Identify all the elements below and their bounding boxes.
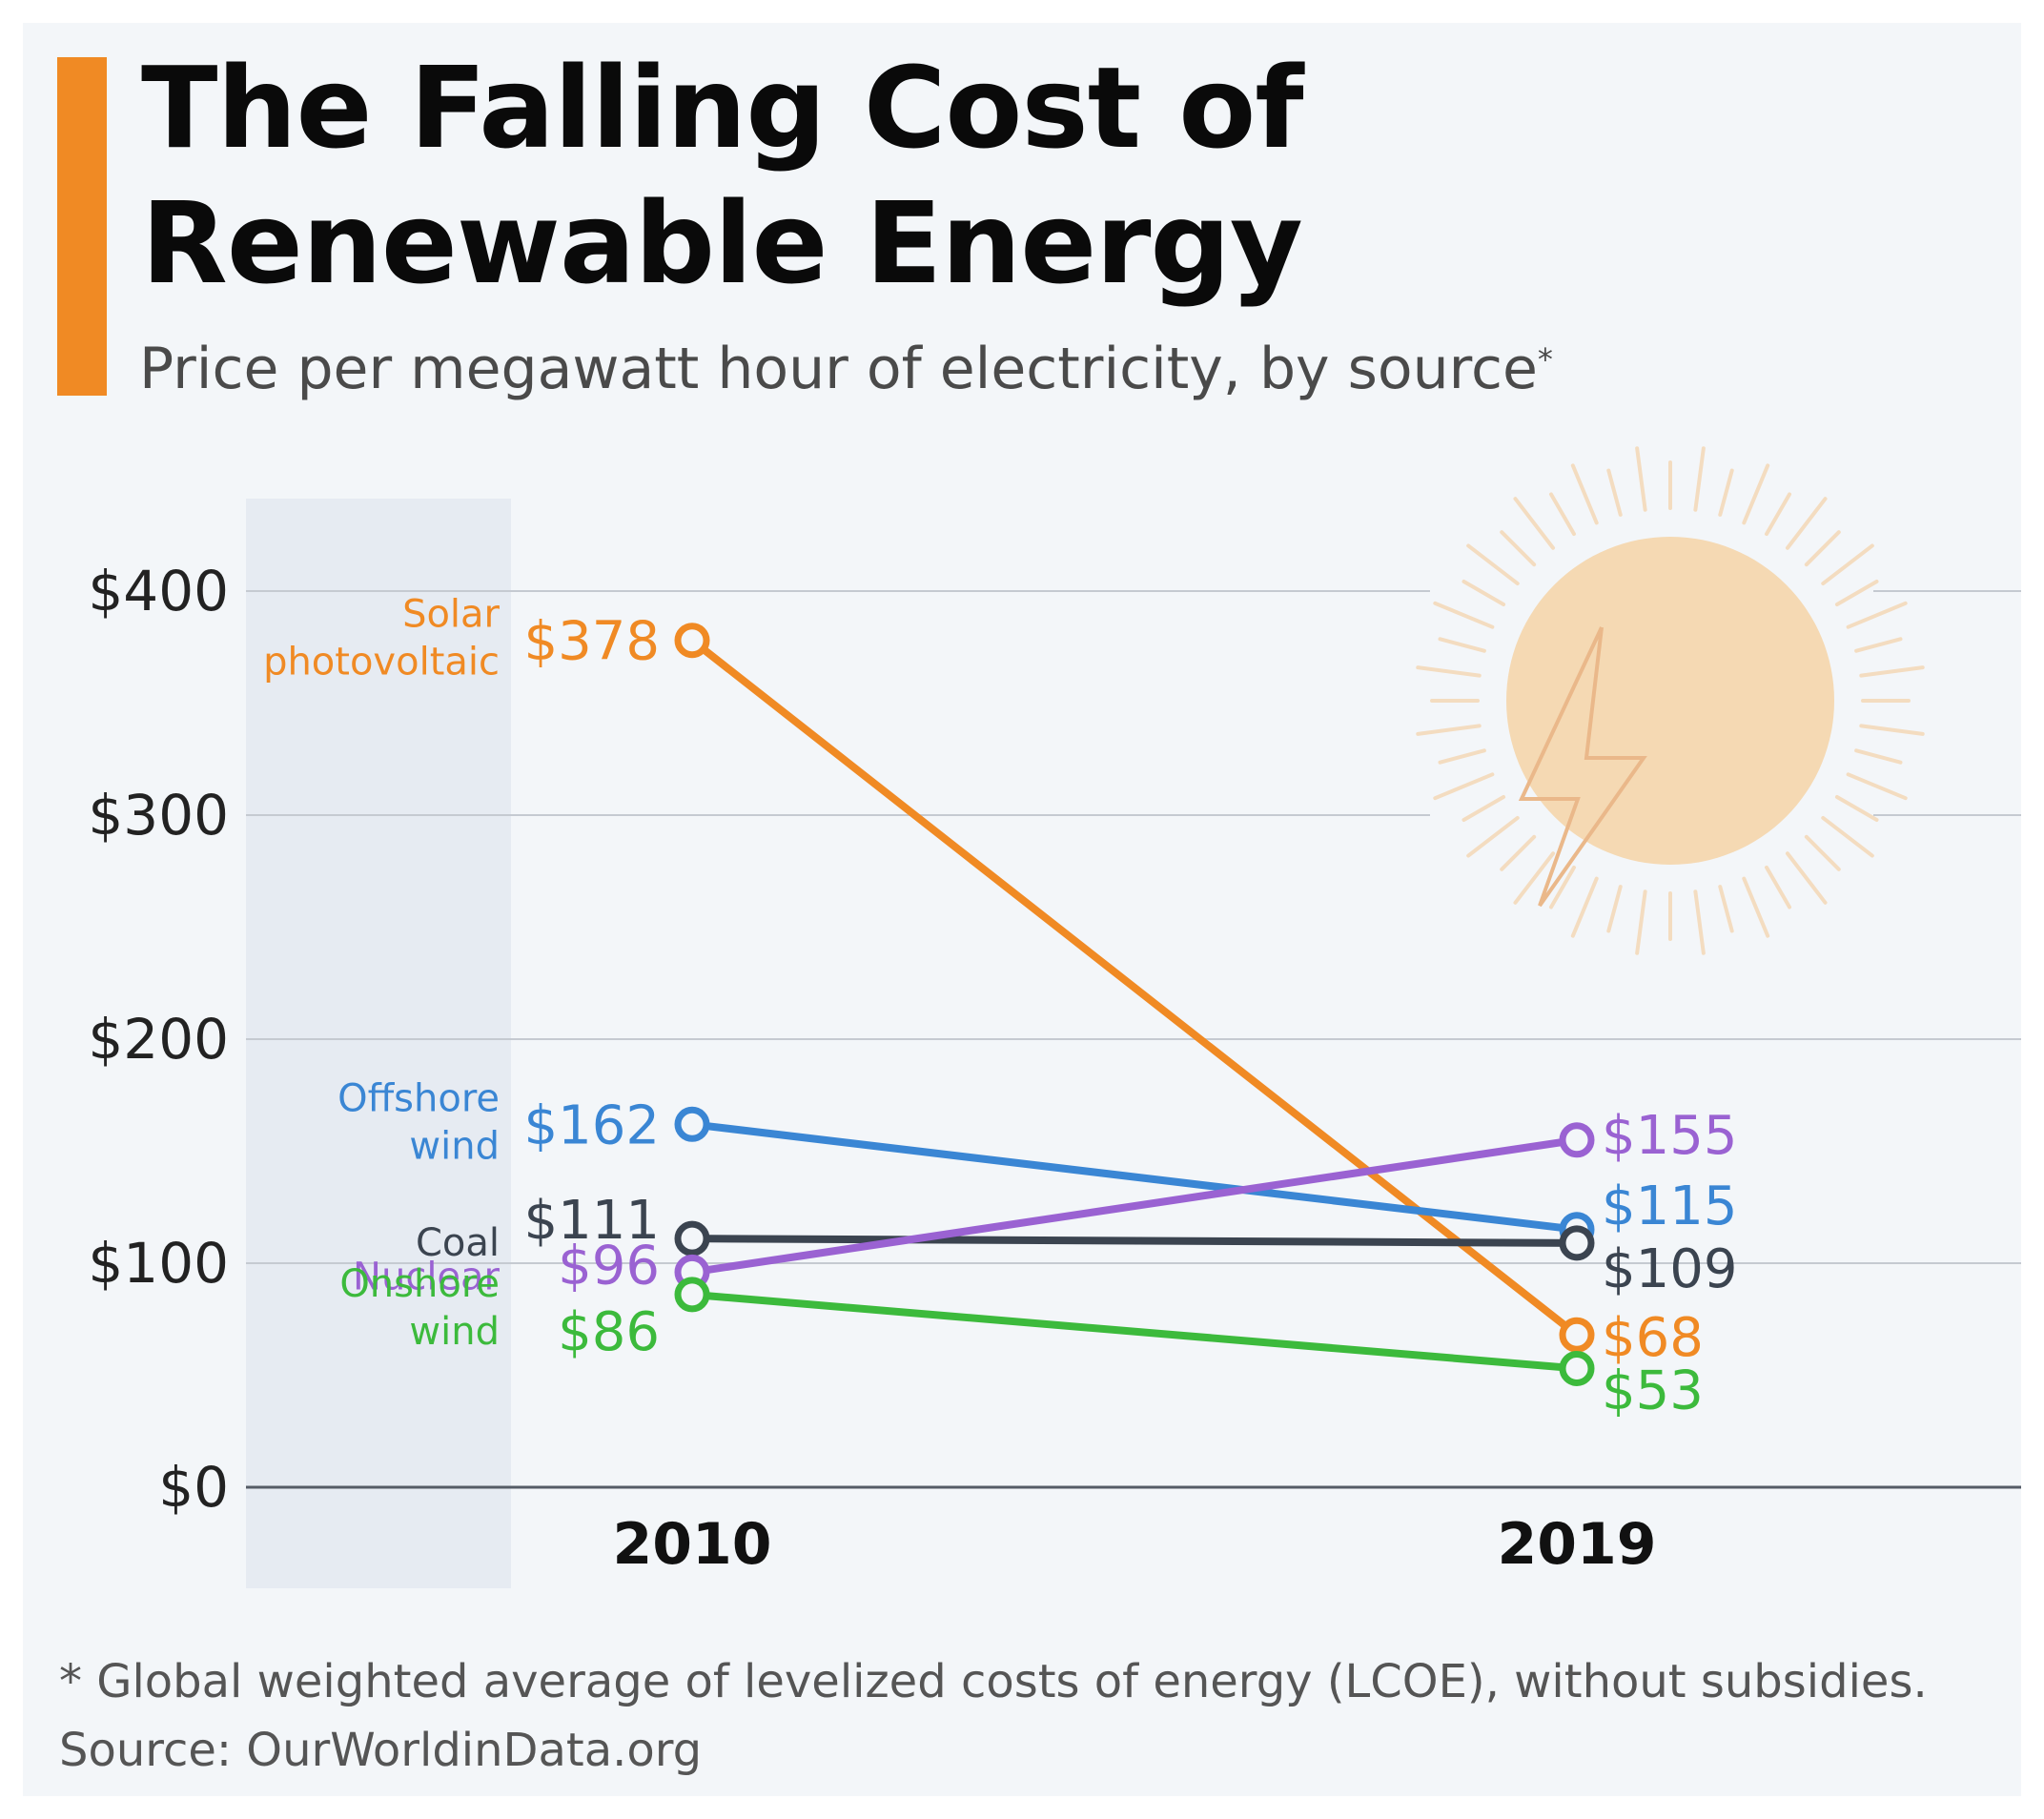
point-marker-onshore xyxy=(1559,1350,1595,1386)
sun-ray xyxy=(1461,795,1506,822)
y-tick-label: $400 xyxy=(88,559,229,623)
sun-ray xyxy=(1438,748,1486,765)
sun-ray xyxy=(1500,834,1537,871)
series-line-onshore xyxy=(688,1290,1581,1373)
chart-title: The Falling Cost of Renewable Energy xyxy=(141,40,1304,311)
y-tick-label: $100 xyxy=(88,1231,229,1296)
series-line-offshore xyxy=(688,1120,1581,1234)
data-label-2010-nuclear: $96 xyxy=(558,1235,660,1297)
sun-ray xyxy=(1846,601,1908,629)
sun-ray xyxy=(1570,463,1599,525)
data-label-2010-solar: $378 xyxy=(523,611,660,673)
sun-ray xyxy=(1466,815,1520,858)
x-tick-label: 2019 xyxy=(1498,1511,1657,1578)
footnote: * Global weighted average of levelized c… xyxy=(59,1655,1928,1708)
point-marker-onshore xyxy=(674,1277,710,1313)
sun-ray xyxy=(1549,492,1576,537)
data-label-2010-coal: $111 xyxy=(523,1190,660,1252)
sun-ray xyxy=(1500,530,1537,567)
source-note: Source: OurWorldinData.org xyxy=(59,1724,703,1777)
series-name-solar: photovoltaic xyxy=(263,641,500,685)
subtitle-footnote-mark: * xyxy=(1537,341,1553,378)
sun-ray xyxy=(1433,772,1495,801)
sun-ray xyxy=(1854,637,1903,653)
series-name-onshore: Onshore xyxy=(339,1262,500,1306)
sun-ray xyxy=(1804,530,1841,567)
sun-ray xyxy=(1859,665,1925,678)
sun-ray xyxy=(1606,885,1623,933)
sun-ray xyxy=(1466,543,1520,586)
series-name-nuclear: Nuclear xyxy=(353,1255,501,1298)
title-line-1: The Falling Cost of xyxy=(141,42,1304,174)
series-name-offshore: Offshore xyxy=(337,1076,500,1120)
sun-ray xyxy=(1635,889,1647,955)
sun-ray xyxy=(1718,468,1734,517)
sun-ray xyxy=(1854,748,1903,765)
label-band xyxy=(246,499,511,1588)
sun-disc xyxy=(1506,537,1834,865)
y-tick-label: $200 xyxy=(88,1007,229,1072)
sun-ray xyxy=(1438,637,1486,653)
sun-ray xyxy=(1693,889,1706,955)
x-tick-label: 2010 xyxy=(613,1511,772,1578)
series-line-solar xyxy=(688,636,1581,1339)
sun-ray xyxy=(1513,851,1556,905)
lightning-bolt-icon xyxy=(1518,626,1647,908)
sun-ray xyxy=(1718,885,1734,933)
sun-ray xyxy=(1742,876,1770,938)
y-tick-label: $300 xyxy=(88,783,229,848)
sun-ray xyxy=(1785,851,1828,905)
sun-ray xyxy=(1846,772,1908,801)
sun-ray xyxy=(1635,446,1647,512)
series-name-coal: Coal xyxy=(416,1221,500,1265)
y-tick-label: $0 xyxy=(158,1455,229,1520)
series-name-onshore: wind xyxy=(409,1310,500,1354)
sun-ray xyxy=(1804,834,1841,871)
sun-ray xyxy=(1513,497,1556,550)
title-line-2: Renewable Energy xyxy=(141,177,1303,309)
point-marker-coal xyxy=(1559,1225,1595,1261)
sun-ray xyxy=(1461,580,1506,606)
sun-illustration xyxy=(1416,446,1925,955)
sun-ray xyxy=(1765,492,1791,537)
sun-ray xyxy=(1433,601,1495,629)
data-label-2019-onshore: $53 xyxy=(1602,1359,1704,1421)
sun-ray xyxy=(1834,795,1879,822)
point-marker-offshore xyxy=(674,1106,710,1142)
data-label-2019-coal: $109 xyxy=(1602,1238,1738,1300)
sun-ray xyxy=(1859,724,1925,736)
series-name-solar: Solar xyxy=(402,593,500,637)
data-label-2010-onshore: $86 xyxy=(558,1301,660,1363)
sun-ray xyxy=(1693,446,1706,512)
series-line-nuclear xyxy=(688,1135,1581,1277)
point-marker-solar xyxy=(1559,1317,1595,1353)
series-line-coal xyxy=(688,1235,1581,1247)
point-marker-nuclear xyxy=(1559,1122,1595,1158)
sun-ray xyxy=(1765,865,1791,910)
data-label-2019-offshore: $115 xyxy=(1602,1175,1738,1237)
sun-ray xyxy=(1834,580,1879,606)
point-marker-solar xyxy=(674,623,710,659)
sun-ray xyxy=(1416,724,1482,736)
sun-ray xyxy=(1821,815,1874,858)
sun-ray xyxy=(1570,876,1599,938)
subtitle-text: Price per megawatt hour of electricity, … xyxy=(139,336,1538,402)
sun-ray xyxy=(1549,865,1576,910)
sun-ray xyxy=(1785,497,1828,550)
accent-bar xyxy=(57,57,107,396)
point-marker-coal xyxy=(674,1220,710,1257)
data-label-2019-solar: $68 xyxy=(1602,1307,1704,1369)
sun-ray xyxy=(1742,463,1770,525)
data-label-2019-nuclear: $155 xyxy=(1602,1105,1738,1167)
series-name-offshore: wind xyxy=(409,1124,500,1168)
sun-ray xyxy=(1606,468,1623,517)
chart-subtitle: Price per megawatt hour of electricity, … xyxy=(139,336,1553,402)
sun-ray xyxy=(1416,665,1482,678)
data-label-2010-offshore: $162 xyxy=(523,1094,660,1156)
sun-ray xyxy=(1821,543,1874,586)
